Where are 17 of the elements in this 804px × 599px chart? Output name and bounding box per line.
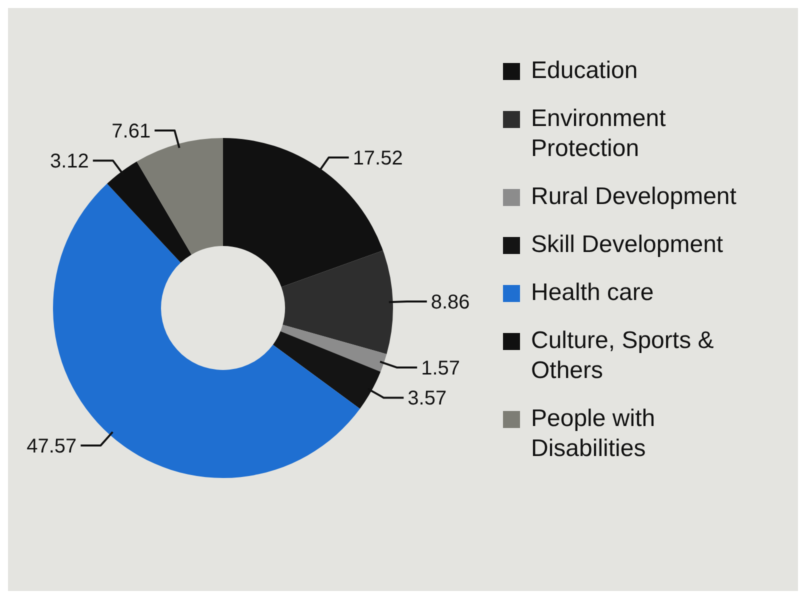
donut-slice xyxy=(136,138,223,255)
donut-slice xyxy=(280,324,387,372)
data-label: 1.57 xyxy=(421,358,460,380)
legend-label: Rural Development xyxy=(531,183,737,210)
legend-label: Education xyxy=(531,57,638,84)
legend-label: Skill Development xyxy=(531,231,724,258)
legend-label: Culture, Sports & Others xyxy=(531,327,714,384)
data-label: 3.57 xyxy=(408,388,447,410)
data-label: 17.52 xyxy=(352,147,403,170)
legend-label: Health care xyxy=(531,279,654,306)
data-label: 7.61 xyxy=(112,120,151,142)
legend-label: People with Disabilities xyxy=(531,405,656,462)
data-label: 3.12 xyxy=(50,150,89,173)
donut-slice xyxy=(281,250,393,354)
data-label: 8.86 xyxy=(430,292,470,314)
data-label: 47.57 xyxy=(26,435,77,458)
legend-label: Environment Protection xyxy=(531,105,666,162)
